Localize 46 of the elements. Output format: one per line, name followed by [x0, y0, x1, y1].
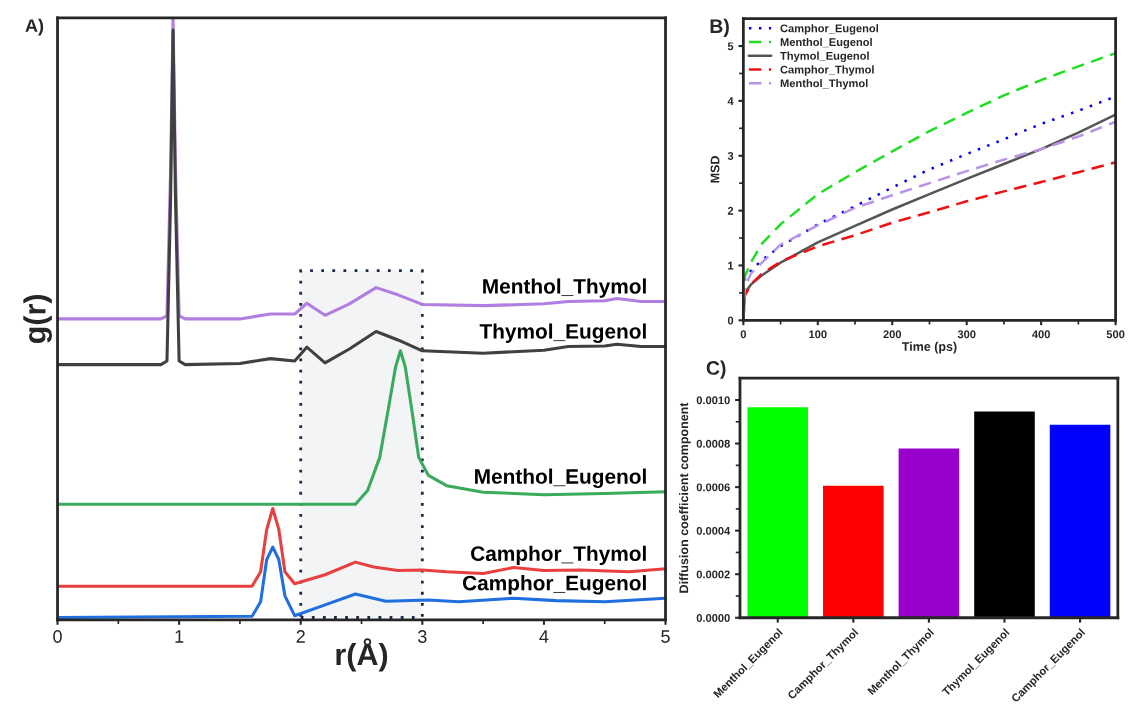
series-label: Camphor_Eugenol [462, 575, 646, 595]
chart-title: B) [710, 18, 729, 37]
bar [821, 484, 886, 618]
x-tick-label: 500 [1106, 330, 1125, 339]
x-tick-label: 4 [539, 630, 549, 643]
y-tick-label: 0.0006 [696, 483, 730, 492]
chart-title: C) [706, 360, 726, 379]
x-tick-label: 300 [957, 330, 976, 339]
x-tick-label: 5 [661, 630, 670, 643]
legend-label: Menthol_Thymol [780, 79, 868, 90]
y-tick-label: 4 [727, 97, 734, 105]
y-tick-label: 0.0010 [696, 396, 730, 405]
y-tick-label: 3 [727, 152, 734, 160]
bar [897, 447, 961, 618]
y-axis-title: g(r) [23, 294, 52, 344]
chart-title: A) [25, 18, 44, 36]
y-axis-title: Diffusion coefficient component [679, 402, 691, 593]
x-tick-label: 100 [809, 330, 827, 339]
series-label: Camphor_Thymol [471, 545, 646, 566]
y-tick-label: 2 [727, 206, 734, 215]
legend-label: Camphor_Eugenol [780, 24, 879, 35]
x-tick-label: 0 [53, 630, 62, 643]
x-tick-label: 2 [296, 630, 305, 643]
y-tick-label: 5 [727, 42, 734, 51]
legend-label: Camphor_Thymol [780, 65, 874, 76]
y-axis-title: MSD [710, 156, 720, 183]
y-tick-label: 0.0000 [696, 614, 730, 622]
bar [1048, 423, 1112, 618]
y-tick-label: 0.0004 [696, 526, 731, 535]
series-label: Menthol_Thymol [483, 278, 646, 298]
legend-label: Menthol_Eugenol [780, 37, 872, 49]
legend-label: Thymol_Eugenol [780, 51, 869, 63]
x-axis-title: Time (ps) [901, 341, 957, 354]
y-tick-label: 0 [727, 316, 734, 325]
x-axis-title: r(Å) [336, 638, 388, 672]
x-tick-label: 200 [883, 330, 902, 339]
y-tick-label: 0.0002 [696, 570, 730, 579]
y-tick-label: 1 [728, 261, 734, 270]
bar [746, 405, 810, 618]
series-label: Menthol_Eugenol [475, 468, 646, 489]
x-tick-label: 400 [1032, 330, 1050, 339]
x-tick-label: 1 [175, 630, 184, 643]
x-tick-label: 3 [417, 630, 427, 643]
y-tick-label: 0.0008 [696, 439, 730, 448]
bar [972, 410, 1037, 618]
x-tick-label: 0 [740, 330, 746, 339]
